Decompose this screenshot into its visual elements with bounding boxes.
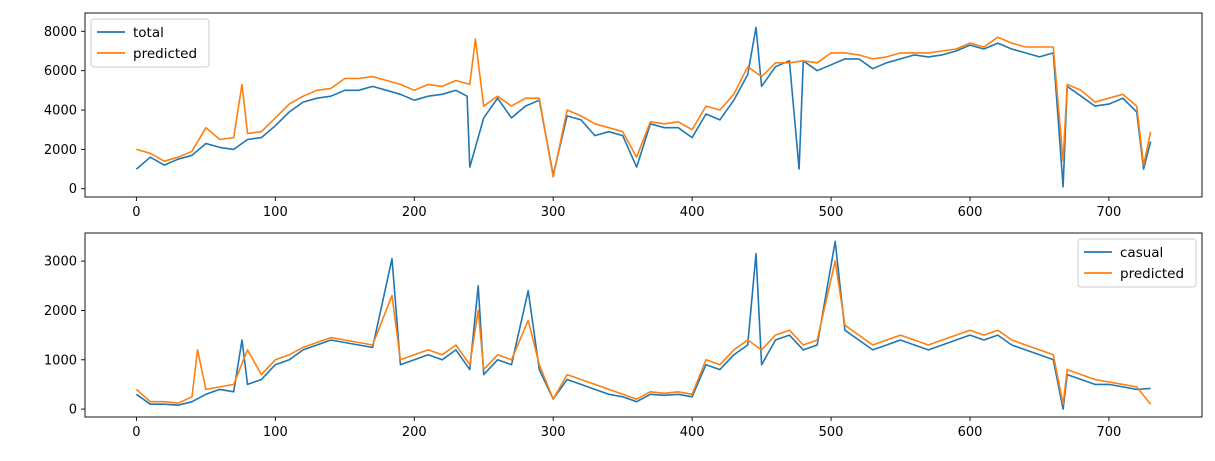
- x-tick-label: 300: [541, 205, 566, 220]
- legend-label-total: total: [133, 25, 164, 41]
- x-tick-label: 600: [958, 425, 983, 440]
- x-tick-label: 200: [402, 205, 427, 220]
- legend-box: [90, 18, 210, 68]
- x-tick-label: 500: [819, 205, 844, 220]
- x-tick-label: 400: [680, 205, 705, 220]
- x-tick-label: 500: [819, 425, 844, 440]
- x-tick-label: 100: [263, 425, 288, 440]
- x-tick-label: 100: [263, 205, 288, 220]
- x-tick-label: 700: [1097, 425, 1122, 440]
- x-tick-label: 0: [132, 425, 140, 440]
- y-tick-label: 3000: [44, 255, 77, 270]
- y-tick-label: 2000: [44, 143, 77, 158]
- legend-label-casual: casual: [1120, 245, 1163, 261]
- x-tick-label: 200: [402, 425, 427, 440]
- legend: total predicted: [90, 18, 210, 68]
- axes-frame: [84, 12, 1203, 198]
- x-tick-label: 0: [132, 205, 140, 220]
- y-tick-label: 0: [69, 182, 77, 197]
- series-line-casual: [135, 240, 1151, 410]
- axes-frame: [84, 232, 1203, 418]
- chart-panel-1: 0 100 200 300 400 500 600 700 0 2000 4000 6000 8000 t…: [44, 12, 1203, 220]
- x-tick-label: 300: [541, 425, 566, 440]
- chart-panel-2: 0 100 200 300 400 500 600 700 0 1000 2000 3000 casua…: [44, 232, 1203, 440]
- series-line-predicted: [136, 36, 1152, 178]
- series-line-total: [135, 26, 1152, 188]
- y-tick-label: 2000: [44, 304, 77, 319]
- x-tick-label: 400: [680, 425, 705, 440]
- legend-label-predicted: predicted: [1120, 266, 1184, 282]
- x-tick-label: 600: [958, 205, 983, 220]
- y-tick-label: 4000: [44, 104, 77, 119]
- y-tick-label: 6000: [44, 64, 77, 79]
- legend-label-predicted: predicted: [133, 46, 197, 62]
- series-line-predicted: [135, 260, 1152, 406]
- y-tick-label: 0: [69, 403, 77, 418]
- legend-box: [1077, 238, 1197, 288]
- y-tick-label: 8000: [44, 25, 77, 40]
- x-tick-label: 700: [1097, 205, 1122, 220]
- y-tick-label: 1000: [44, 353, 77, 368]
- legend: casual predicted: [1077, 238, 1197, 288]
